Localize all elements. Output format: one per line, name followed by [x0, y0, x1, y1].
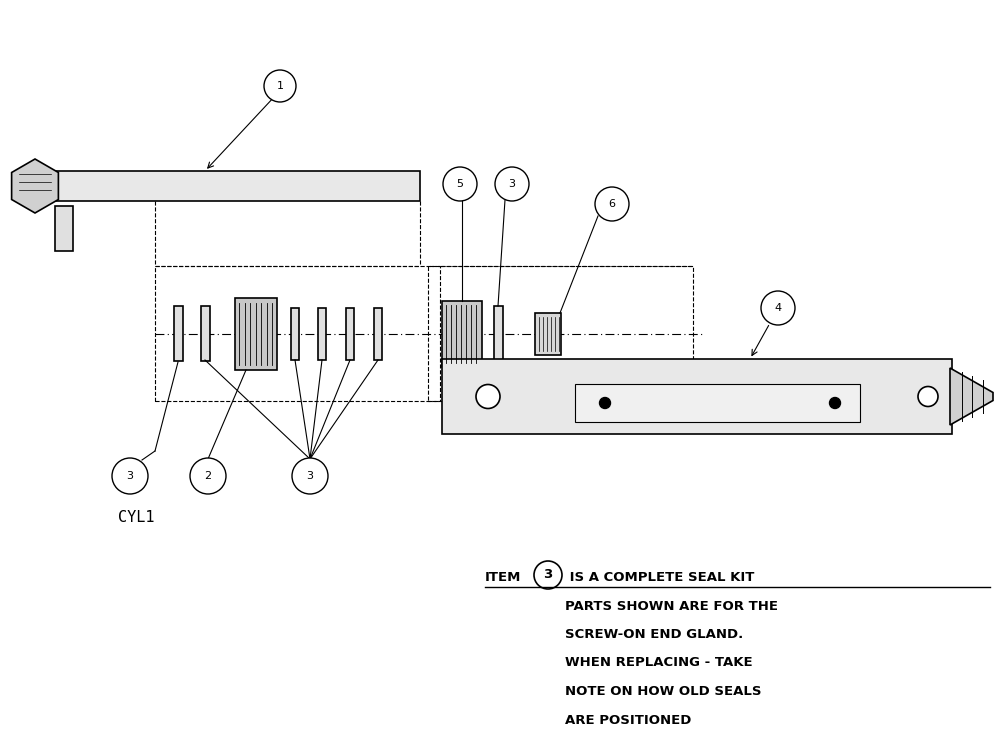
Text: 3: 3 [543, 569, 553, 581]
Text: WHEN REPLACING - TAKE: WHEN REPLACING - TAKE [565, 656, 753, 670]
Circle shape [595, 187, 629, 221]
Polygon shape [12, 159, 58, 213]
Polygon shape [950, 368, 993, 425]
Circle shape [292, 458, 328, 494]
Bar [374, 308, 382, 360]
Bar [318, 308, 326, 360]
Bar [235, 298, 277, 370]
Circle shape [112, 458, 148, 494]
Text: 3: 3 [306, 471, 314, 481]
Circle shape [476, 385, 500, 408]
Bar [575, 384, 860, 422]
Circle shape [830, 398, 840, 408]
Bar [346, 308, 354, 360]
Bar [494, 306, 503, 361]
Text: PARTS SHOWN ARE FOR THE: PARTS SHOWN ARE FOR THE [565, 600, 778, 612]
Text: SCREW-ON END GLAND.: SCREW-ON END GLAND. [565, 628, 743, 641]
Text: ARE POSITIONED: ARE POSITIONED [565, 714, 691, 727]
Circle shape [918, 386, 938, 407]
Bar [55, 171, 420, 201]
Text: NOTE ON HOW OLD SEALS: NOTE ON HOW OLD SEALS [565, 685, 762, 698]
Bar [535, 313, 561, 355]
Bar [200, 306, 210, 361]
Circle shape [443, 167, 477, 201]
Circle shape [495, 167, 529, 201]
Text: 2: 2 [204, 471, 212, 481]
Text: 3: 3 [126, 471, 134, 481]
Circle shape [761, 291, 795, 325]
Text: 5: 5 [456, 179, 463, 189]
Bar [442, 359, 952, 434]
Bar [428, 266, 693, 401]
Text: 1: 1 [276, 81, 284, 91]
Text: 4: 4 [774, 303, 782, 313]
Bar [291, 308, 299, 360]
Bar [155, 266, 440, 401]
Circle shape [264, 70, 296, 102]
Text: IS A COMPLETE SEAL KIT: IS A COMPLETE SEAL KIT [565, 571, 754, 584]
Bar [174, 306, 182, 361]
Circle shape [600, 398, 610, 408]
Text: 3: 3 [509, 179, 516, 189]
Text: ITEM: ITEM [485, 571, 521, 584]
Bar [55, 206, 73, 251]
Text: 6: 6 [608, 199, 616, 209]
Text: CYL1: CYL1 [118, 510, 154, 525]
Circle shape [190, 458, 226, 494]
Bar [442, 302, 482, 367]
